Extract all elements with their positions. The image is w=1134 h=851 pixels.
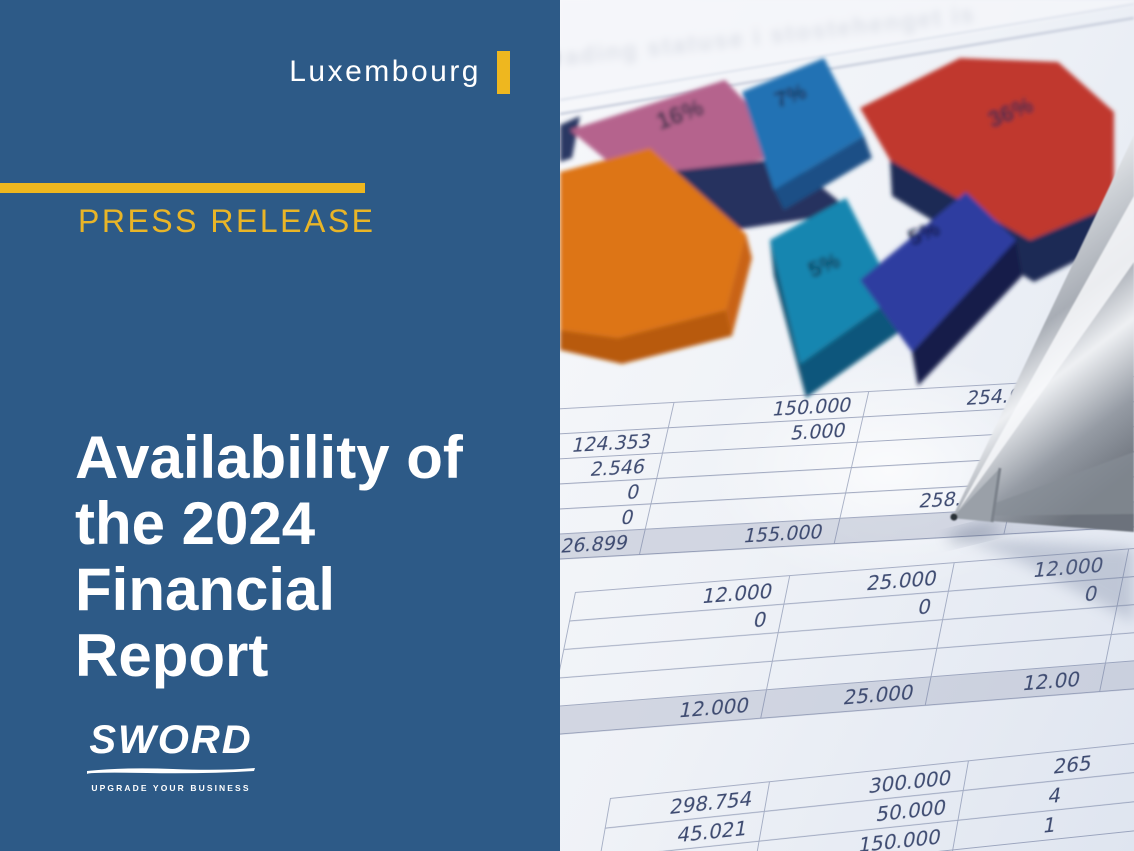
pie-slice-teal-side xyxy=(800,296,902,398)
pie-slice-orange-side xyxy=(560,310,732,364)
sword-logo-brushstroke xyxy=(85,762,257,780)
pie-slice-blue-side xyxy=(774,136,872,210)
region-row: Luxembourg xyxy=(289,50,510,94)
sword-logo-tagline: UPGRADE YOUR BUSINESS xyxy=(91,783,251,793)
pie-slice-orange-side2 xyxy=(726,234,752,336)
region-label: Luxembourg xyxy=(289,55,481,88)
financial-report-photo: rading statuse i stostehenget is xyxy=(560,0,1134,851)
title-line-3: Financial xyxy=(75,556,336,623)
pie-slice-orange xyxy=(560,148,746,338)
cover-title: Availability of the 2024 Financial Repor… xyxy=(75,425,463,689)
title-line-2: the 2024 xyxy=(75,490,316,557)
sword-logo-wordmark: SWORD xyxy=(89,718,253,762)
pie-slice-sliver xyxy=(560,116,580,162)
cover-left-panel: Luxembourg PRESS RELEASE Availability of… xyxy=(0,0,560,851)
title-line-1: Availability of xyxy=(75,424,463,491)
yellow-rule xyxy=(0,183,365,193)
yellow-accent-bar xyxy=(497,50,510,94)
pie-slice-blue xyxy=(742,58,864,190)
pie-slice-teal-side2 xyxy=(770,240,806,398)
title-line-4: Report xyxy=(75,622,269,689)
press-release-kicker: PRESS RELEASE xyxy=(78,203,376,239)
sword-logo: SWORD UPGRADE YOUR BUSINESS xyxy=(85,720,257,793)
pie-slice-teal xyxy=(770,198,896,364)
